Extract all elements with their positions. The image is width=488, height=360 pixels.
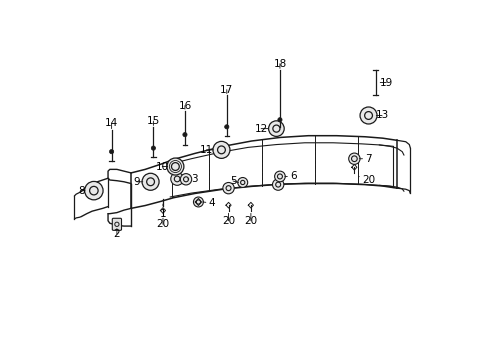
Text: 11: 11 (200, 145, 213, 155)
FancyBboxPatch shape (112, 218, 121, 230)
Circle shape (272, 179, 283, 190)
Circle shape (151, 146, 155, 150)
Text: 20: 20 (156, 218, 169, 229)
Text: 14: 14 (105, 118, 118, 129)
Circle shape (109, 149, 114, 154)
Circle shape (166, 158, 183, 175)
Text: 8: 8 (78, 186, 85, 195)
Text: 19: 19 (379, 77, 392, 87)
Text: 10: 10 (155, 162, 168, 171)
Circle shape (237, 177, 247, 188)
Circle shape (180, 174, 191, 185)
Text: 20: 20 (358, 175, 374, 185)
Circle shape (359, 107, 376, 124)
Text: 9: 9 (133, 177, 142, 187)
Circle shape (183, 132, 187, 137)
Circle shape (212, 141, 229, 158)
Text: 6: 6 (285, 171, 296, 181)
Text: 2: 2 (113, 229, 120, 239)
Circle shape (274, 171, 285, 182)
Circle shape (348, 153, 359, 165)
Circle shape (223, 183, 234, 194)
Text: 16: 16 (178, 100, 191, 111)
Text: 13: 13 (375, 111, 388, 121)
Text: 4: 4 (202, 198, 215, 208)
Text: 15: 15 (146, 116, 160, 126)
Text: 7: 7 (359, 154, 371, 164)
Text: 1: 1 (160, 204, 166, 219)
Circle shape (277, 118, 282, 122)
Text: 12: 12 (254, 123, 268, 134)
Text: 18: 18 (273, 59, 286, 69)
Circle shape (224, 125, 228, 129)
Circle shape (142, 173, 159, 190)
Circle shape (193, 197, 203, 207)
Text: 20: 20 (244, 213, 257, 226)
Circle shape (268, 121, 284, 136)
Circle shape (170, 172, 183, 185)
Text: 5: 5 (229, 176, 238, 186)
Circle shape (84, 181, 103, 200)
Text: 20: 20 (222, 213, 235, 226)
Text: 3: 3 (187, 174, 198, 184)
Text: 17: 17 (220, 85, 233, 95)
